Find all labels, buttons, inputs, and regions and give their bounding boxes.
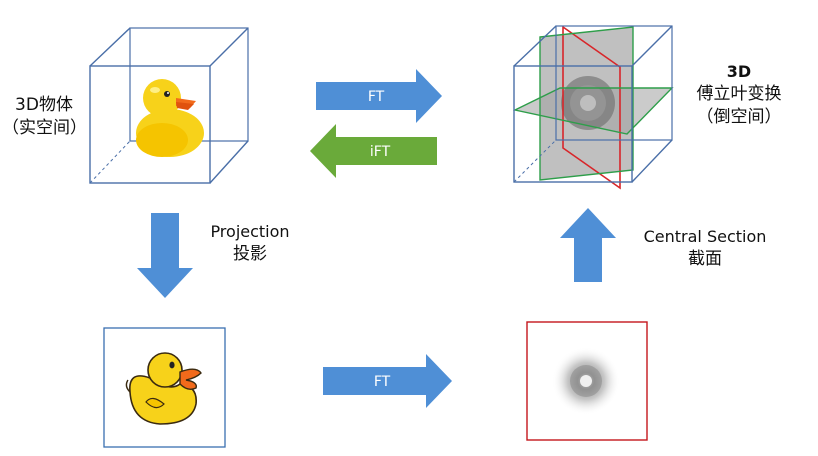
central-section-label-en: Central Section: [643, 227, 767, 246]
real-space-label-line1: 3D物体: [15, 95, 73, 115]
central-section-label-cn: 截面: [688, 249, 722, 269]
projection-label-cn: 投影: [233, 244, 267, 264]
real-space-label-line2: （实空间）: [2, 118, 87, 138]
projection-label: Projection 投影: [198, 220, 302, 266]
reciprocal-space-label-line2: 傅立叶变换: [696, 84, 782, 104]
reciprocal-space-label-line1: 3D: [726, 62, 752, 81]
central-section-label: Central Section 截面: [630, 225, 780, 271]
projection-label-en: Projection: [210, 222, 290, 241]
real-space-label: 3D物体 （实空间）: [2, 94, 87, 140]
reciprocal-space-label: 3D 傅立叶变换 （倒空间）: [684, 60, 794, 129]
reciprocal-space-label-line3: （倒空间）: [696, 107, 782, 127]
ft-arrow-bottom-label: FT: [374, 374, 391, 390]
ift-arrow-label: iFT: [370, 144, 391, 160]
ft-arrow-top-label: FT: [368, 89, 385, 105]
